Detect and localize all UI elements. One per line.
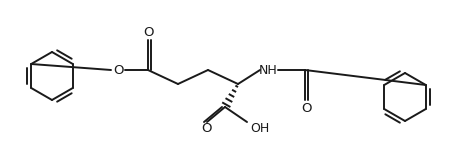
Text: NH: NH: [259, 64, 278, 76]
Text: O: O: [113, 64, 123, 76]
Text: O: O: [143, 26, 153, 38]
Text: O: O: [301, 102, 311, 114]
Text: O: O: [202, 123, 212, 135]
Text: OH: OH: [250, 123, 269, 135]
